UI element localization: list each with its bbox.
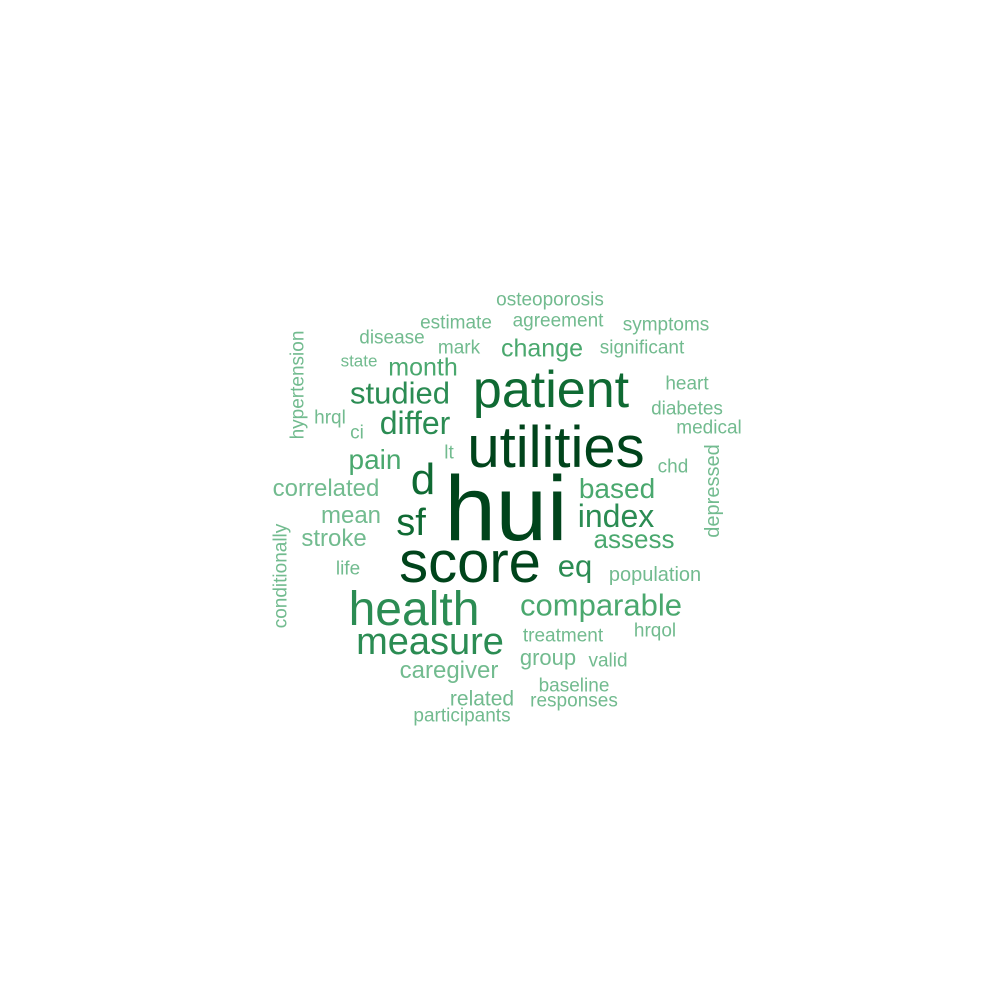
word-state: state [340, 351, 378, 371]
word-change: change [500, 334, 584, 363]
word-symptoms: symptoms [622, 314, 710, 336]
word-related: related [449, 687, 515, 711]
word-utilities: utilities [467, 415, 645, 480]
word-assess: assess [593, 524, 675, 554]
word-correlated: correlated [272, 475, 380, 502]
word-index: index [577, 498, 655, 534]
word-ci: ci [350, 422, 364, 444]
word-measure: measure [356, 621, 504, 663]
word-diabetes: diabetes [651, 398, 723, 420]
word-medical: medical [676, 417, 742, 439]
word-estimate: estimate [420, 312, 492, 334]
word-hrql: hrql [314, 407, 346, 429]
word-conditionally: conditionally [270, 523, 292, 629]
word-responses: responses [530, 690, 618, 712]
word-baseline: baseline [538, 675, 610, 697]
word-depressed: depressed [702, 444, 724, 538]
word-treatment: treatment [522, 625, 604, 647]
word-participants: participants [413, 705, 511, 727]
word-d: d [410, 455, 436, 504]
word-osteoporosis: osteoporosis [496, 289, 604, 311]
word-valid: valid [588, 650, 628, 672]
word-population: population [608, 564, 702, 586]
word-based: based [578, 473, 656, 504]
word-lt: lt [444, 442, 454, 464]
word-hypertension: hypertension [287, 330, 309, 440]
word-life: life [335, 558, 361, 580]
word-mean: mean [320, 502, 382, 529]
word-differ: differ [379, 405, 451, 441]
word-sf: sf [396, 502, 426, 544]
word-caregiver: caregiver [399, 657, 499, 684]
word-group: group [519, 645, 577, 670]
word-chd: chd [657, 456, 689, 478]
word-month: month [388, 353, 458, 382]
word-stroke: stroke [301, 525, 367, 552]
word-eq: eq [557, 548, 593, 584]
word-comparable: comparable [520, 587, 682, 623]
word-agreement: agreement [512, 310, 604, 332]
word-studied: studied [350, 375, 450, 411]
word-hrqol: hrqol [633, 620, 677, 642]
word-health: health [348, 583, 480, 636]
word-score: score [399, 530, 541, 595]
word-disease: disease [359, 327, 425, 349]
word-significant: significant [599, 337, 685, 359]
word-heart: heart [665, 373, 709, 395]
word-mark: mark [437, 337, 481, 359]
word-patient: patient [472, 361, 630, 419]
word-pain: pain [348, 444, 402, 475]
word-hui: hui [444, 458, 568, 560]
